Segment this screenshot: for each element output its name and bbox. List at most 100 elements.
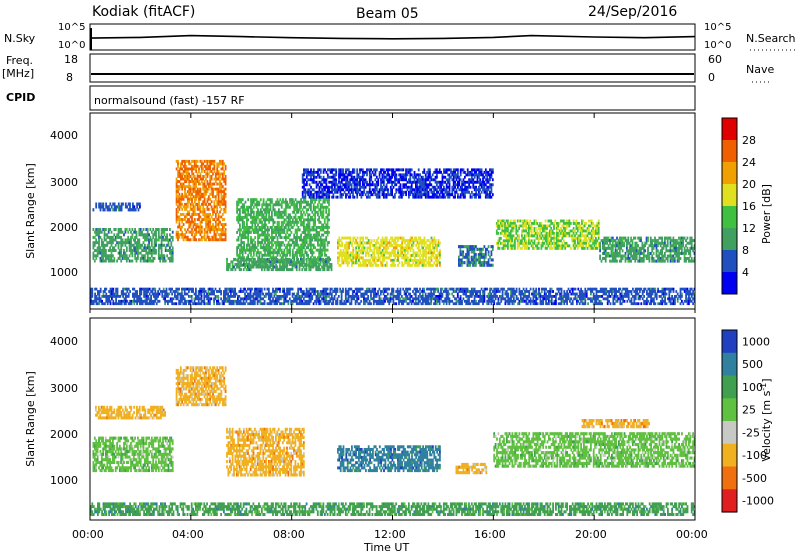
cpid-panel: CPID normalsound (fast) -157 RF: [6, 86, 695, 110]
cell-power-data-7: [588, 242, 590, 245]
cell-power-data-7: [553, 239, 555, 242]
cell-power-data-2: [177, 165, 179, 168]
cell-power-data-0: [158, 252, 160, 255]
cell-power-data-3: [267, 226, 269, 229]
cell-power-data-2: [223, 173, 225, 176]
cell-power-data-0: [101, 239, 103, 242]
cell-power-data-7: [528, 222, 530, 225]
cell-power-data-3: [314, 221, 316, 224]
cell-power-data-7: [587, 247, 589, 250]
cell-power-data-3: [302, 216, 304, 219]
cell-power-data-2: [225, 200, 227, 203]
cell-power-data-5: [417, 252, 419, 255]
cell-power-data-3: [307, 201, 309, 204]
cell-power-data-3: [314, 246, 316, 249]
cell-power-data-3: [250, 251, 252, 254]
cell-power-data-7: [585, 244, 587, 247]
cell-power-data-2: [216, 231, 218, 234]
cell-power-data-2: [219, 175, 221, 178]
cell-power-data-9: [401, 196, 403, 199]
cell-power-data-2: [181, 162, 183, 165]
cell-power-data-3: [313, 226, 315, 229]
cell-power-data-0: [166, 233, 168, 236]
cell-power-data-9: [354, 171, 356, 174]
cell-power-data-1: [129, 203, 131, 206]
cell-power-data-0: [152, 260, 154, 263]
cell-power-data-1: [129, 205, 131, 208]
cell-power-data-2: [218, 165, 220, 168]
cell-power-data-9: [400, 183, 402, 186]
cell-power-data-3: [238, 236, 240, 239]
cell-power-data-3: [270, 249, 272, 252]
cell-power-data-0: [159, 260, 161, 263]
cell-power-data-7: [587, 239, 589, 242]
cell-power-data-2: [195, 198, 197, 201]
cell-power-data-4: [317, 258, 319, 261]
cell-power-data-1: [118, 203, 120, 206]
cell-power-data-9: [320, 181, 322, 184]
cell-power-data-2: [187, 236, 189, 239]
cell-power-data-5: [386, 249, 388, 252]
cell-power-data-3: [300, 236, 302, 239]
cell-power-data-6: [485, 256, 487, 259]
cell-power-data-5: [431, 249, 433, 252]
cell-power-data-7: [588, 227, 590, 230]
cell-power-data-5: [364, 249, 366, 252]
cell-power-data-2: [204, 236, 206, 239]
cell-power-data-5: [352, 259, 354, 262]
cell-power-data-2: [177, 190, 179, 193]
cell-power-data-0: [164, 257, 166, 260]
cell-power-data-3: [328, 231, 330, 234]
cell-power-data-3: [243, 221, 245, 224]
cell-power-data-7: [563, 220, 565, 223]
cell-power-data-9: [310, 186, 312, 189]
cell-power-data-3: [285, 226, 287, 229]
cell-power-data-3: [298, 244, 300, 247]
cell-power-data-3: [263, 244, 265, 247]
cell-power-data-9: [319, 188, 321, 191]
cell-power-data-5: [392, 244, 394, 247]
cell-power-data-9: [391, 193, 393, 196]
cell-power-data-5: [428, 259, 430, 262]
cell-power-data-2: [225, 168, 227, 171]
cell-power-data-9: [345, 196, 347, 199]
cell-power-data-5: [429, 261, 431, 264]
cell-power-data-2: [198, 180, 200, 183]
cell-power-data-8: [640, 239, 642, 242]
cell-power-data-7: [555, 220, 557, 223]
cell-power-data-2: [218, 223, 220, 226]
cell-power-data-0: [162, 236, 164, 239]
cell-power-data-9: [377, 183, 379, 186]
cell-power-data-5: [396, 247, 398, 250]
nave-tick-top: 60: [708, 53, 722, 66]
cell-power-data-2: [214, 160, 216, 163]
cell-power-data-4: [250, 268, 252, 271]
cell-power-data-5: [372, 264, 374, 267]
cell-power-data-2: [222, 168, 224, 171]
cell-power-data-2: [180, 165, 182, 168]
cell-power-data-5: [369, 259, 371, 262]
cell-power-data-3: [256, 198, 258, 201]
cell-power-data-2: [200, 205, 202, 208]
cell-power-data-6: [492, 248, 494, 251]
cell-power-data-2: [214, 170, 216, 173]
cell-power-data-5: [438, 259, 440, 262]
cell-power-data-5: [433, 261, 435, 264]
cell-power-data-3: [303, 246, 305, 249]
cell-power-data-3: [289, 206, 291, 209]
cell-power-data-4: [235, 258, 237, 261]
cell-power-data-3: [239, 226, 241, 229]
cell-power-data-2: [183, 198, 185, 201]
cell-power-data-0: [155, 236, 157, 239]
cell-power-data-2: [195, 170, 197, 173]
cell-power-data-1: [100, 208, 102, 211]
cell-power-data-7: [591, 225, 593, 228]
cell-power-data-4: [296, 268, 298, 271]
cell-power-data-7: [570, 247, 572, 250]
cell-power-data-0: [127, 236, 129, 239]
cell-power-data-2: [183, 183, 185, 186]
cell-power-data-2: [214, 231, 216, 234]
cell-power-data-3: [281, 236, 283, 239]
cell-power-data-3: [285, 208, 287, 211]
cell-power-data-0: [112, 254, 114, 257]
